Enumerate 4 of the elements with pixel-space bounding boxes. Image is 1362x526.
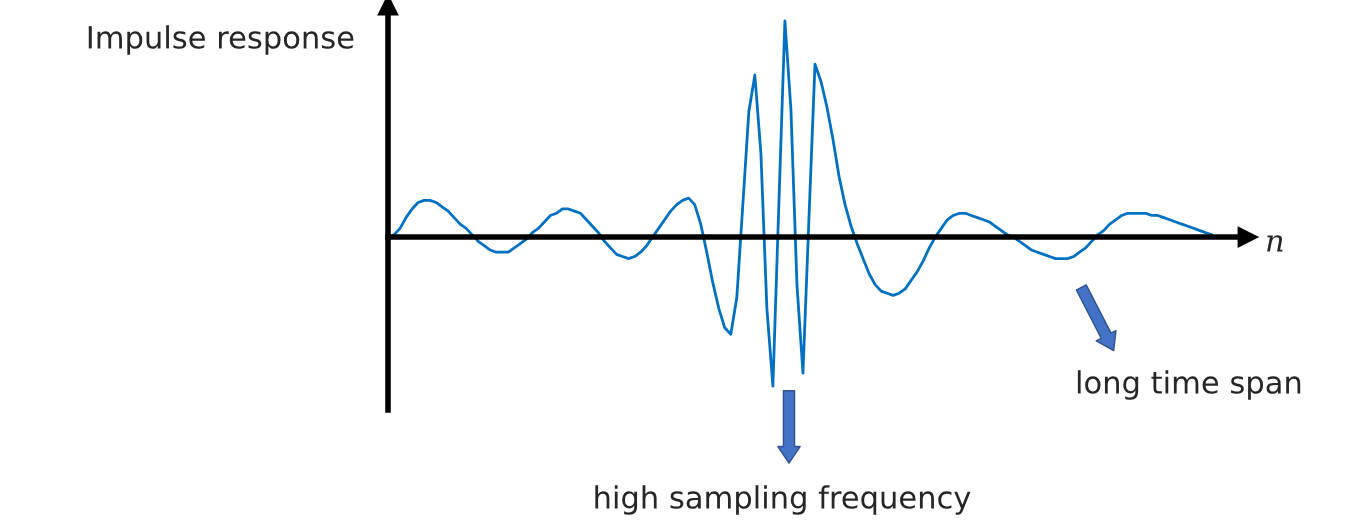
x-axis-title: n bbox=[1267, 235, 1283, 252]
annotation: long time span bbox=[1077, 370, 1301, 400]
y-axis-title: Impulse response bbox=[88, 25, 354, 55]
text: high sampling frequency bbox=[595, 485, 971, 515]
